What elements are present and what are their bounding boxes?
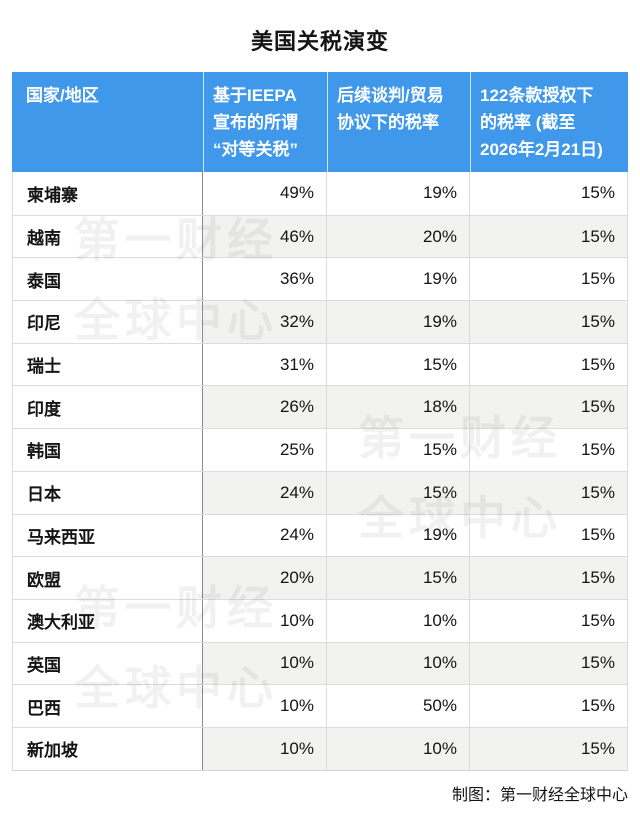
ieepa-rate-cell: 10%	[203, 685, 327, 727]
table-row: 英国 10% 10% 15%	[13, 641, 627, 685]
country-cell: 马来西亚	[13, 514, 203, 557]
negotiated-rate-cell: 50%	[327, 685, 470, 727]
country-cell: 英国	[13, 642, 203, 685]
header-cell-negotiated: 后续谈判/贸易 协议下的税率	[327, 72, 470, 172]
section122-rate-cell: 15%	[580, 525, 615, 545]
chart-title: 美国关税演变	[250, 29, 389, 54]
header-cell-country: 国家/地区	[26, 86, 99, 105]
section122-rate-cell: 15%	[470, 557, 627, 599]
tariff-table: 国家/地区 基于IEEPA 宣布的所谓 “对等关税” 后续谈判/贸易 协议下的税…	[12, 72, 628, 771]
negotiated-rate-cell: 20%	[327, 215, 470, 258]
section122-rate-cell: 15%	[470, 301, 627, 343]
negotiated-rate-cell: 19%	[327, 301, 470, 343]
table-row: 日本 24% 15% 15%	[13, 470, 627, 514]
negotiated-rate-cell: 10%	[327, 727, 470, 770]
ieepa-rate-cell: 24%	[203, 471, 327, 514]
section122-rate-cell: 15%	[580, 354, 615, 374]
negotiated-rate-cell: 10%	[327, 599, 470, 642]
header-cell-ieepa: 基于IEEPA 宣布的所谓 “对等关税”	[203, 72, 327, 172]
negotiated-rate-cell: 19%	[327, 514, 470, 557]
ieepa-rate-cell: 24%	[203, 514, 327, 557]
section122-rate-cell: 15%	[470, 386, 627, 429]
table-row: 马来西亚 24% 19% 15%	[13, 513, 627, 557]
country-cell: 印尼	[13, 301, 203, 343]
negotiated-rate-cell: 15%	[327, 429, 470, 471]
ieepa-rate-cell: 46%	[203, 215, 327, 258]
negotiated-rate-cell: 15%	[327, 471, 470, 514]
section122-rate-cell: 15%	[470, 642, 627, 685]
table-body: 柬埔寨 49% 19% 15% 越南 46% 20% 15% 泰国 36% 19…	[12, 172, 628, 771]
country-cell: 韩国	[13, 429, 203, 471]
negotiated-rate-cell: 18%	[327, 386, 470, 429]
country-cell: 印度	[13, 386, 203, 429]
country-cell: 新加坡	[13, 727, 203, 770]
section122-rate-cell: 15%	[580, 269, 615, 289]
footer-credit: 制图：第一财经全球中心	[451, 787, 628, 804]
table-header: 国家/地区 基于IEEPA 宣布的所谓 “对等关税” 后续谈判/贸易 协议下的税…	[12, 72, 628, 172]
negotiated-rate-cell: 10%	[327, 642, 470, 685]
country-cell: 日本	[13, 471, 203, 514]
negotiated-rate-cell: 15%	[327, 343, 470, 386]
ieepa-rate-cell: 26%	[203, 386, 327, 429]
section122-rate-cell: 15%	[580, 439, 615, 459]
country-cell: 泰国	[13, 258, 203, 301]
ieepa-rate-cell: 25%	[203, 429, 327, 471]
country-cell: 越南	[13, 215, 203, 258]
country-cell: 巴西	[13, 685, 203, 727]
ieepa-rate-cell: 31%	[203, 343, 327, 386]
ieepa-rate-cell: 32%	[203, 301, 327, 343]
country-cell: 瑞士	[13, 343, 203, 386]
table-row: 澳大利亚 10% 10% 15%	[13, 598, 627, 642]
table-row: 越南 46% 20% 15%	[13, 214, 627, 258]
table-row: 印尼 32% 19% 15%	[13, 300, 627, 343]
ieepa-rate-cell: 36%	[203, 258, 327, 301]
ieepa-rate-cell: 49%	[203, 172, 327, 215]
section122-rate-cell: 15%	[470, 727, 627, 770]
table-row: 泰国 36% 19% 15%	[13, 257, 627, 301]
table-row: 柬埔寨 49% 19% 15%	[13, 172, 627, 215]
ieepa-rate-cell: 10%	[203, 727, 327, 770]
ieepa-rate-cell: 10%	[203, 599, 327, 642]
negotiated-rate-cell: 19%	[327, 258, 470, 301]
table-row: 欧盟 20% 15% 15%	[13, 556, 627, 599]
section122-rate-cell: 15%	[470, 471, 627, 514]
country-cell: 柬埔寨	[13, 172, 203, 215]
ieepa-rate-cell: 20%	[203, 557, 327, 599]
table-row: 瑞士 31% 15% 15%	[13, 342, 627, 386]
table-row: 韩国 25% 15% 15%	[13, 428, 627, 471]
header-cell-section122: 122条款授权下 的税率 (截至 2026年2月21日)	[470, 72, 628, 172]
section122-rate-cell: 15%	[470, 215, 627, 258]
table-row: 新加坡 10% 10% 15%	[13, 726, 627, 770]
negotiated-rate-cell: 15%	[327, 557, 470, 599]
negotiated-rate-cell: 19%	[327, 172, 470, 215]
section122-rate-cell: 15%	[580, 183, 615, 203]
table-row: 印度 26% 18% 15%	[13, 385, 627, 429]
ieepa-rate-cell: 10%	[203, 642, 327, 685]
section122-rate-cell: 15%	[580, 610, 615, 630]
country-cell: 欧盟	[13, 557, 203, 599]
country-cell: 澳大利亚	[13, 599, 203, 642]
section122-rate-cell: 15%	[580, 696, 615, 716]
table-row: 巴西 10% 50% 15%	[13, 684, 627, 727]
